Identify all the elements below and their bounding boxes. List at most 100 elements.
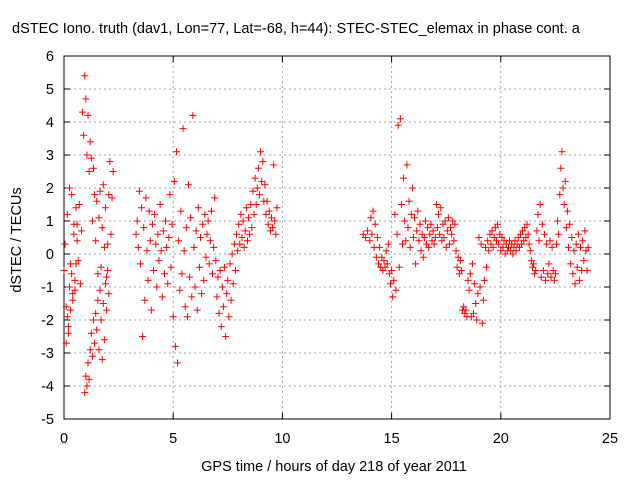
data-point — [484, 237, 492, 245]
data-point — [99, 181, 107, 189]
data-point — [227, 296, 235, 304]
data-point — [453, 263, 461, 271]
data-point — [174, 359, 182, 367]
data-point — [200, 276, 208, 284]
data-point — [393, 230, 401, 238]
data-point — [84, 359, 92, 367]
data-point — [141, 296, 149, 304]
data-point — [181, 303, 189, 311]
data-point — [262, 210, 270, 218]
x-tick-label: 15 — [384, 431, 400, 447]
data-point — [216, 267, 224, 274]
data-point — [88, 352, 96, 360]
data-point — [183, 313, 191, 321]
data-point — [233, 230, 241, 238]
data-point — [267, 214, 275, 222]
data-point — [241, 227, 249, 235]
data-point — [251, 174, 259, 182]
data-point — [81, 72, 89, 80]
data-point — [178, 270, 186, 278]
data-point — [143, 247, 151, 255]
data-point — [573, 263, 581, 271]
data-point — [87, 329, 95, 337]
data-point — [574, 230, 582, 238]
data-point — [512, 247, 520, 255]
data-point — [70, 230, 78, 238]
data-point — [273, 204, 281, 212]
data-point — [212, 257, 220, 265]
data-point — [231, 267, 239, 274]
data-point — [570, 247, 578, 255]
y-tick-label: 2 — [46, 181, 54, 197]
data-point — [224, 276, 232, 284]
data-point — [431, 234, 439, 241]
data-point — [433, 224, 441, 232]
chart-title: dSTEC Iono. truth (dav1, Lon=77, Lat=-68… — [12, 21, 581, 37]
data-point — [100, 243, 108, 251]
data-point — [151, 210, 159, 218]
data-point — [571, 280, 579, 288]
data-point — [420, 234, 428, 241]
data-point — [568, 234, 576, 241]
data-point — [426, 230, 434, 238]
data-point — [533, 227, 541, 235]
data-point — [108, 194, 116, 202]
data-point — [478, 319, 486, 327]
data-point — [75, 201, 83, 208]
data-point — [440, 234, 448, 241]
data-point — [543, 240, 551, 248]
data-point — [98, 356, 106, 364]
data-point — [450, 237, 458, 245]
data-point — [437, 204, 445, 212]
data-point — [97, 316, 105, 324]
data-point — [448, 230, 456, 238]
data-point — [92, 309, 100, 317]
data-point — [407, 210, 415, 218]
data-point — [575, 276, 583, 284]
data-point — [77, 227, 85, 235]
y-tick-label: -4 — [41, 379, 54, 395]
data-point — [272, 230, 280, 238]
data-point — [361, 234, 369, 241]
data-series — [60, 72, 592, 397]
data-point — [563, 207, 571, 215]
data-point — [465, 286, 473, 294]
data-point — [105, 290, 113, 298]
data-point — [62, 339, 70, 347]
data-point — [255, 191, 263, 199]
data-point — [204, 217, 212, 225]
data-point — [246, 230, 254, 238]
data-point — [250, 210, 258, 218]
data-point — [390, 276, 398, 284]
data-point — [538, 220, 546, 228]
data-point — [175, 237, 183, 245]
data-point — [83, 382, 91, 390]
data-point — [225, 313, 233, 321]
data-point — [76, 280, 84, 288]
plot-border — [63, 55, 611, 420]
data-point — [104, 267, 112, 274]
data-point — [451, 220, 459, 228]
data-point — [237, 210, 245, 218]
data-point — [482, 243, 490, 251]
x-tick-label: 10 — [274, 431, 290, 447]
data-point — [411, 214, 419, 222]
data-point — [537, 273, 545, 281]
data-point — [464, 276, 472, 284]
data-point — [103, 273, 111, 281]
data-point — [179, 125, 187, 133]
data-point — [413, 227, 421, 235]
data-point — [432, 201, 440, 208]
data-point — [157, 247, 165, 255]
data-point — [414, 207, 422, 215]
data-point — [81, 389, 89, 397]
data-point — [560, 201, 568, 208]
data-point — [371, 220, 379, 228]
data-point — [457, 267, 465, 274]
data-point — [142, 194, 150, 202]
data-point — [87, 154, 95, 162]
data-point — [106, 158, 114, 166]
data-point — [180, 247, 188, 255]
data-point — [495, 240, 503, 248]
data-point — [85, 375, 93, 383]
